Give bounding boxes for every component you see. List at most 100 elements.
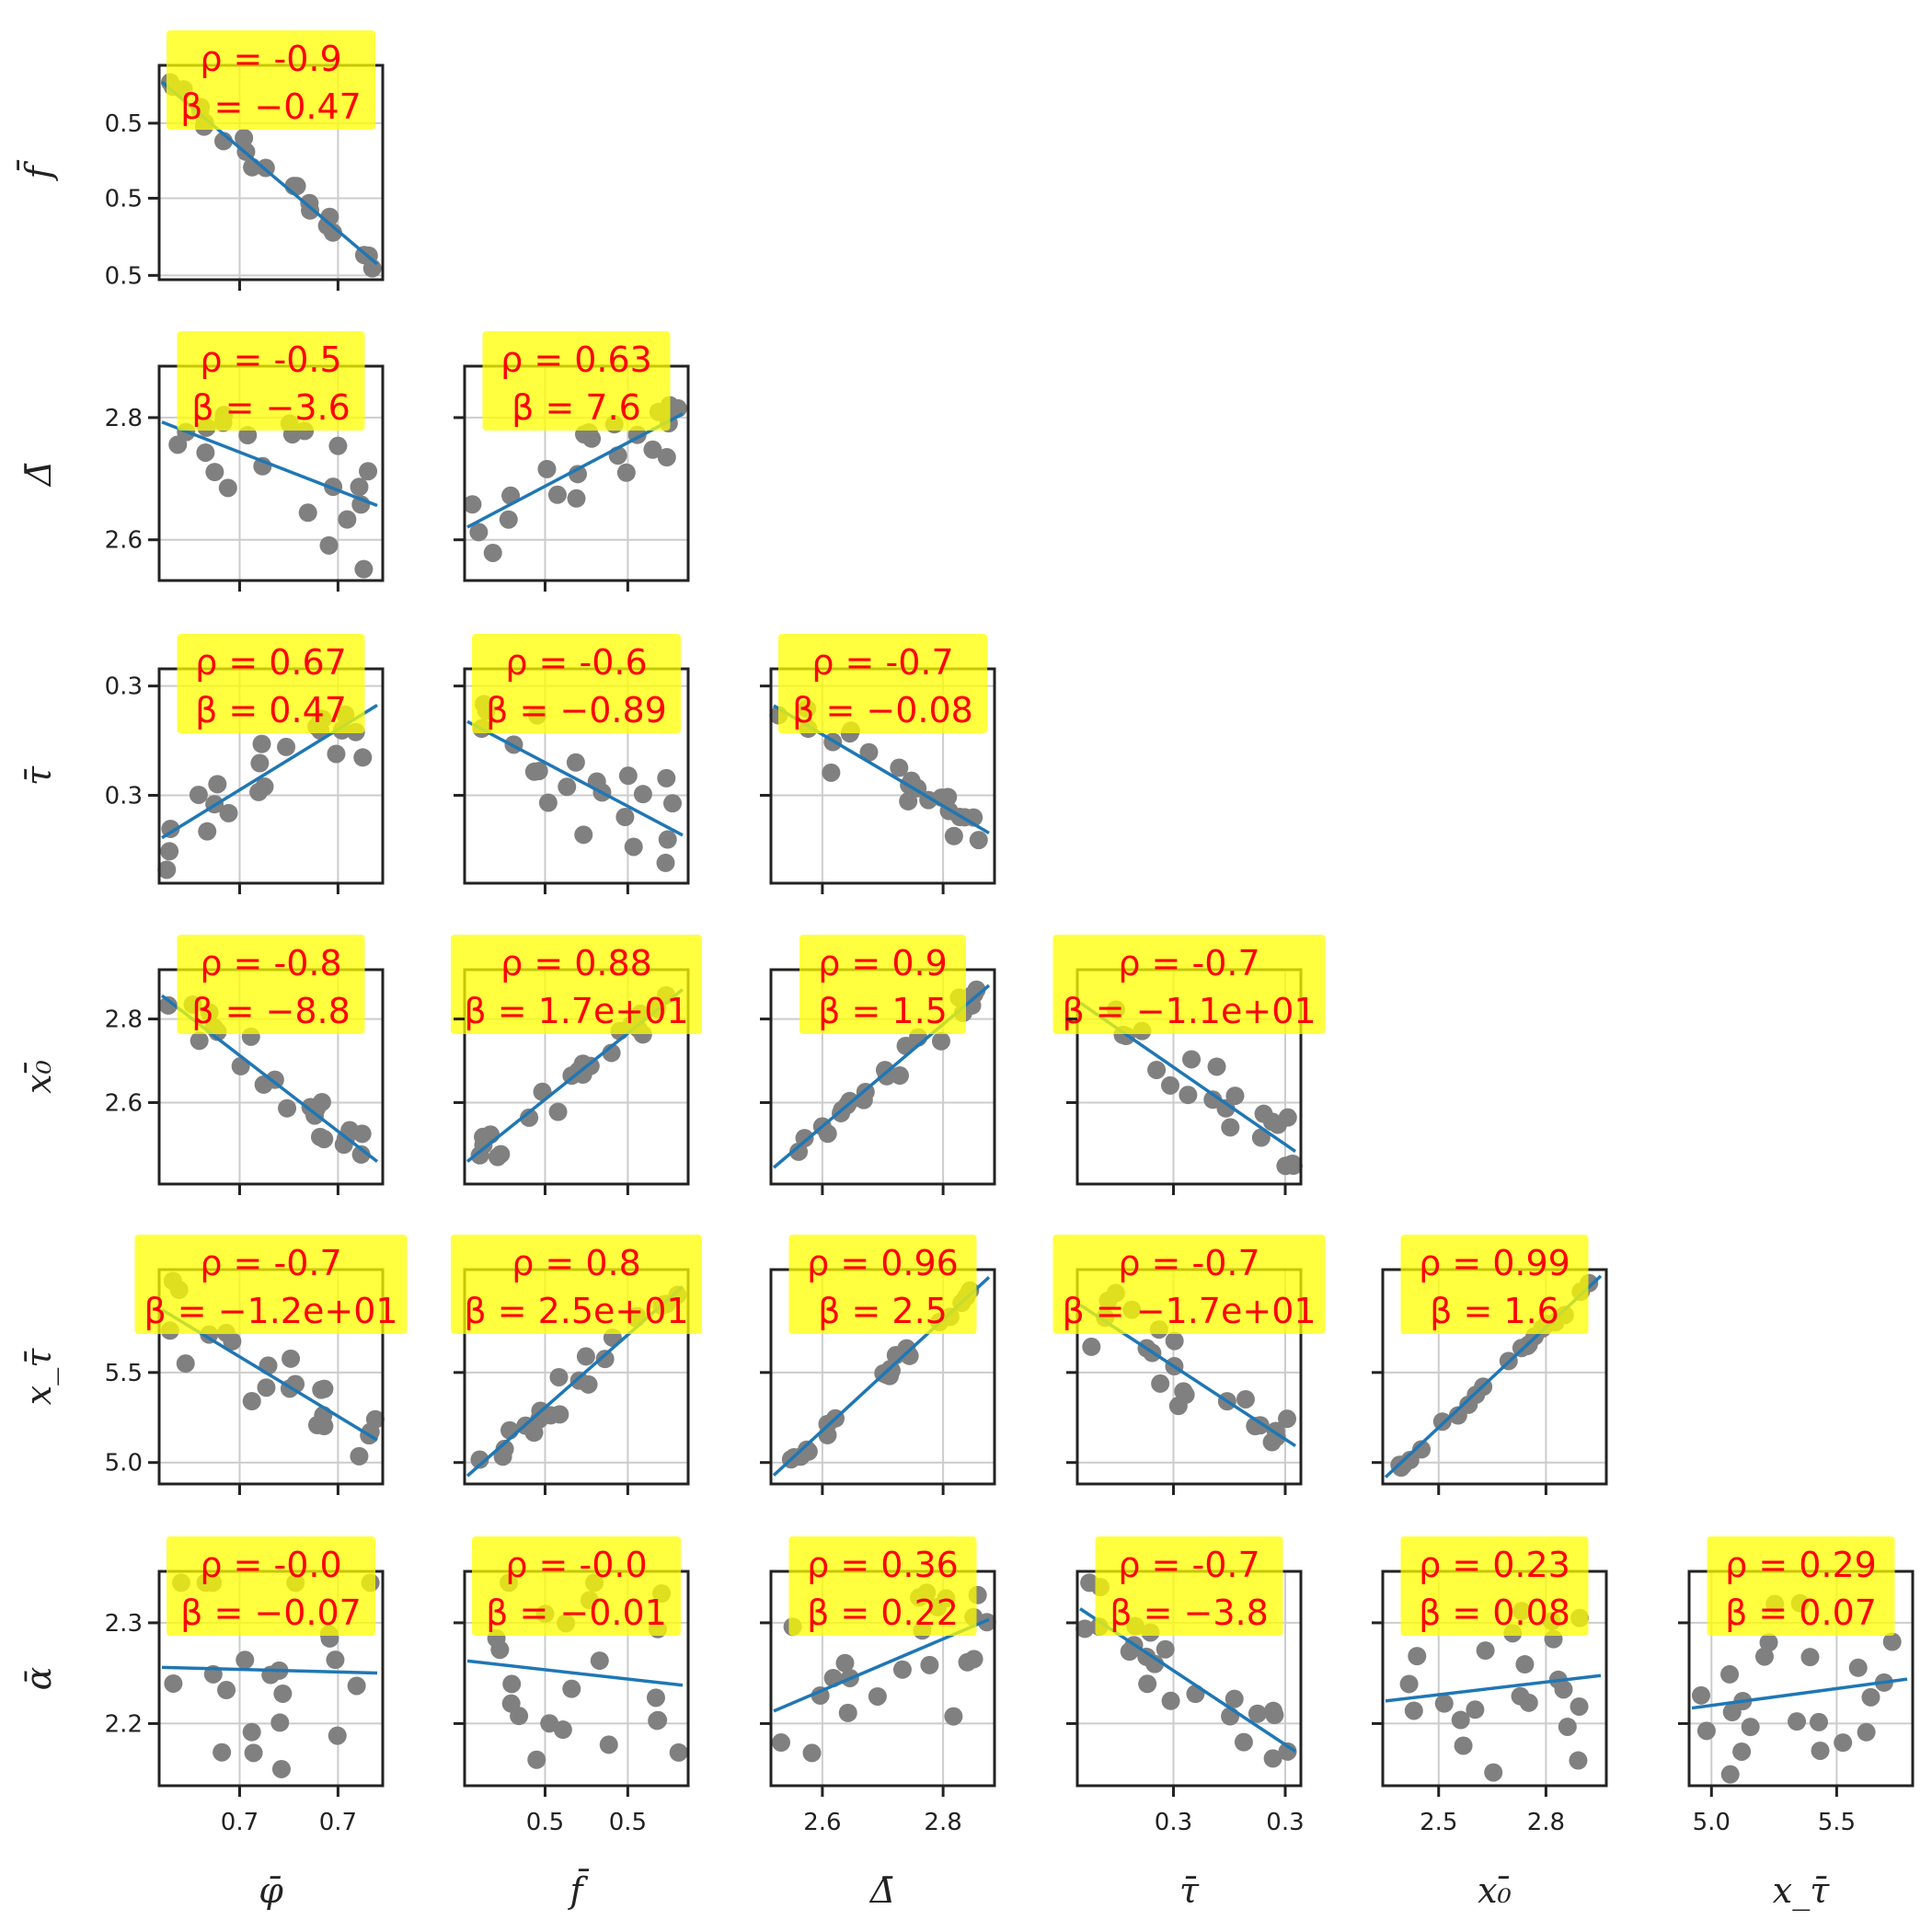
- scatter-point: [964, 1650, 983, 1669]
- scatter-point: [338, 510, 357, 529]
- scatter-point: [541, 1406, 560, 1425]
- fit-line: [466, 719, 684, 837]
- scatter-point: [347, 1676, 366, 1696]
- scatter-point: [1262, 1432, 1282, 1452]
- scatter-point: [236, 1650, 255, 1670]
- scatter-point: [1399, 1674, 1419, 1694]
- scatter-point: [1882, 1632, 1902, 1651]
- scatter-point: [931, 1031, 950, 1051]
- scatter-point: [353, 748, 373, 767]
- y-tick-label: 5.5: [105, 1360, 143, 1387]
- scatter-point: [1759, 1633, 1778, 1652]
- x-tick-label: 5.0: [1693, 1809, 1731, 1836]
- rho-label: ρ = -0.8: [200, 943, 341, 983]
- fit-line: [466, 1659, 684, 1687]
- scatter-point: [1404, 1701, 1423, 1720]
- scatter-point: [524, 762, 544, 781]
- scatter-point: [259, 1356, 278, 1375]
- scatter-point: [271, 1759, 291, 1778]
- y-axis-title: Δ̄: [18, 461, 59, 488]
- scatter-panel-r5-c3: ρ = -0.7 β = −3.8 0.3 0.3: [1066, 1536, 1305, 1836]
- scatter-point: [969, 831, 988, 850]
- scatter-point: [1221, 1118, 1240, 1137]
- y-tick-label: 2.6: [105, 1089, 143, 1117]
- correlation-badge: [167, 30, 375, 130]
- scatter-point: [1811, 1741, 1830, 1760]
- scatter-panel-r2-c1: ρ = -0.6 β = −0.89: [454, 634, 690, 894]
- scatter-point: [463, 495, 482, 514]
- x-tick-label: 0.7: [319, 1809, 357, 1836]
- scatter-point: [1696, 1721, 1716, 1741]
- scatter-point: [1080, 1573, 1099, 1593]
- scatter-point: [1720, 1765, 1740, 1784]
- scatter-point: [920, 1655, 939, 1674]
- rho-label: ρ = -0.7: [200, 1243, 341, 1283]
- beta-label: β = −0.89: [486, 690, 667, 730]
- scatter-panel-r4-c3: ρ = -0.7 β = −1.7e+01: [1052, 1235, 1326, 1495]
- scatter-point: [1207, 1057, 1226, 1076]
- scatter-point: [1788, 1712, 1807, 1731]
- scatter-point: [868, 1686, 887, 1706]
- rho-label: ρ = -0.0: [505, 1545, 647, 1585]
- scatter-point: [160, 842, 179, 861]
- scatter-point: [196, 443, 215, 462]
- scatter-point: [657, 768, 676, 788]
- scatter-point: [250, 753, 270, 773]
- beta-label: β = −0.07: [180, 1593, 362, 1633]
- scatter-point: [270, 1713, 290, 1732]
- beta-label: β = −1.1e+01: [1062, 991, 1316, 1031]
- scatter-point: [350, 477, 369, 497]
- y-tick-label: 2.8: [105, 1006, 143, 1034]
- scatter-point: [1558, 1717, 1577, 1736]
- scatter-point: [789, 1142, 809, 1161]
- scatter-point: [892, 1660, 912, 1679]
- scatter-point: [1137, 1647, 1156, 1666]
- y-tick-label: 0.5: [105, 262, 143, 290]
- beta-label: β = 1.7e+01: [464, 991, 688, 1031]
- scatter-point: [657, 447, 676, 466]
- scatter-point: [301, 201, 320, 220]
- rho-label: ρ = 0.36: [807, 1545, 959, 1585]
- scatter-point: [838, 1703, 857, 1722]
- correlation-badge: [451, 935, 702, 1034]
- x-axis-title: f̄: [567, 1869, 590, 1911]
- x-axis-title: x₀̄: [1478, 1870, 1512, 1911]
- scatter-point: [1451, 1710, 1470, 1730]
- beta-label: β = −0.08: [792, 690, 973, 730]
- scatter-point: [1156, 1639, 1175, 1659]
- scatter-point: [1082, 1337, 1101, 1356]
- correlation-badge: [788, 1235, 977, 1334]
- scatter-point: [190, 1031, 209, 1051]
- rho-label: ρ = 0.29: [1725, 1545, 1877, 1585]
- beta-label: β = −0.47: [180, 86, 362, 127]
- scatter-point: [1484, 1763, 1503, 1782]
- scatter-point: [615, 808, 635, 827]
- scatter-point: [1454, 1736, 1473, 1755]
- scatter-point: [1720, 1664, 1740, 1684]
- scatter-panel-r2-c2: ρ = -0.7 β = −0.08: [760, 634, 996, 894]
- y-axis-title: ᾱ: [18, 1667, 59, 1691]
- rho-label: ρ = 0.99: [1419, 1243, 1570, 1283]
- scatter-point: [219, 803, 238, 822]
- scatter-point: [1466, 1700, 1485, 1719]
- scatter-point: [944, 1707, 963, 1726]
- scatter-point: [326, 1650, 345, 1670]
- scatter-point: [218, 478, 237, 498]
- scatter-point: [1278, 1742, 1297, 1761]
- scatter-point: [648, 1711, 667, 1731]
- scatter-point: [1182, 1050, 1202, 1069]
- beta-label: β = −0.01: [486, 1593, 667, 1633]
- scatter-point: [899, 791, 918, 811]
- scatter-point: [568, 465, 587, 484]
- scatter-point: [499, 510, 518, 529]
- scatter-point: [359, 462, 378, 481]
- scatter-point: [470, 1145, 489, 1165]
- scatter-point: [569, 1371, 589, 1390]
- x-tick-label: 0.7: [221, 1809, 259, 1836]
- scatter-point: [352, 1124, 372, 1144]
- scatter-point: [590, 1651, 609, 1671]
- x-axis-title: φ̄: [259, 1870, 283, 1911]
- scatter-panel-r3-c1: ρ = 0.88 β = 1.7e+01: [451, 935, 702, 1195]
- scatter-point: [350, 1446, 369, 1466]
- scatter-point: [282, 1349, 301, 1368]
